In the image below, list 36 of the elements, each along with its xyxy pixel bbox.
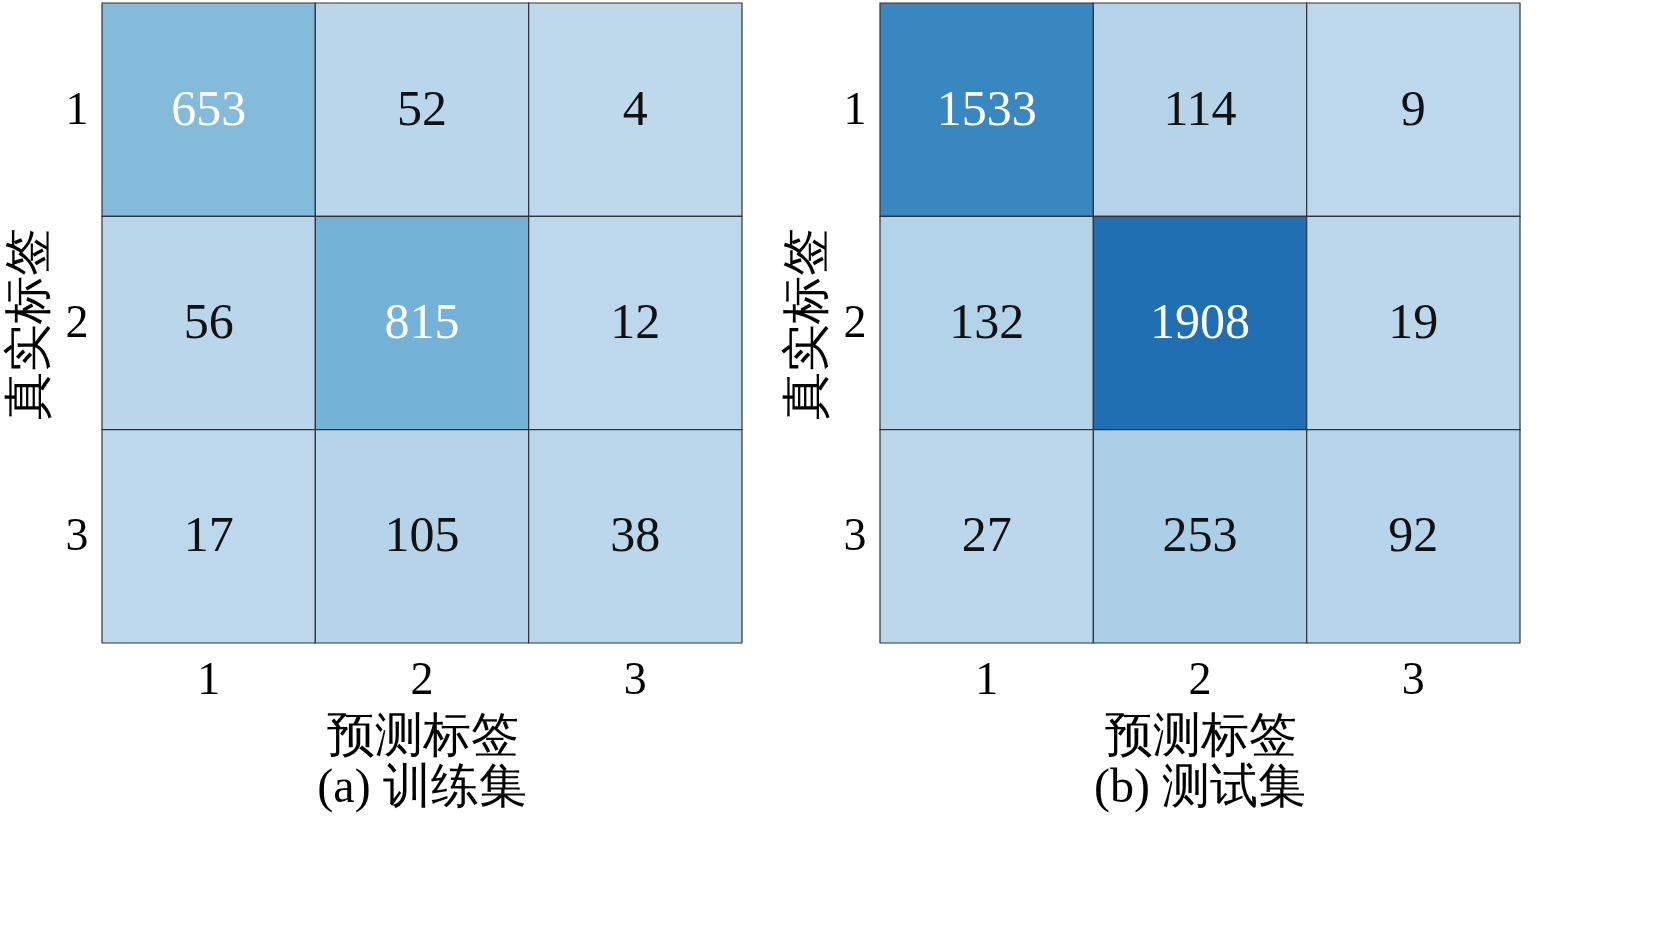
data-label: 9 [1400,79,1426,136]
data-label: 92 [1388,506,1439,563]
data-label: 38 [610,506,661,563]
data-label: 52 [397,79,447,136]
data-label: 1908 [1150,293,1250,349]
x-tick-label: 3 [623,652,647,704]
x-axis-title: 预测标签 [326,707,519,761]
data-label: 132 [949,293,1025,349]
x-tick-label: 2 [410,652,434,704]
data-label: 27 [961,506,1012,563]
text: (b) 测试集 [1094,759,1306,813]
data-label: 4 [622,79,648,136]
y-tick-label: 1 [65,82,89,134]
data-label: 815 [384,293,460,349]
data-label: 12 [610,293,661,349]
x-tick-label: 1 [975,652,999,704]
data-label: 17 [183,506,234,563]
x-tick-label: 3 [1401,652,1425,704]
data-label: 1533 [936,79,1037,136]
y-tick-label: 3 [843,509,867,561]
data-label: 253 [1162,506,1238,563]
data-label: 114 [1163,79,1237,136]
data-label: 653 [171,79,247,136]
x-tick-label: 1 [197,652,221,704]
text: (a) 训练集 [317,759,527,813]
x-tick-label: 2 [1188,652,1212,704]
y-tick-label: 3 [65,509,89,561]
x-axis-title: 预测标签 [1104,707,1297,761]
data-label: 19 [1388,293,1439,349]
y-tick-label: 2 [65,296,89,347]
y-axis-title: 真实标签 [778,227,832,420]
y-axis-title: 真实标签 [0,227,54,420]
y-tick-label: 1 [843,82,867,134]
data-label: 105 [384,506,460,563]
y-tick-label: 2 [843,296,867,347]
data-label: 56 [183,293,234,349]
